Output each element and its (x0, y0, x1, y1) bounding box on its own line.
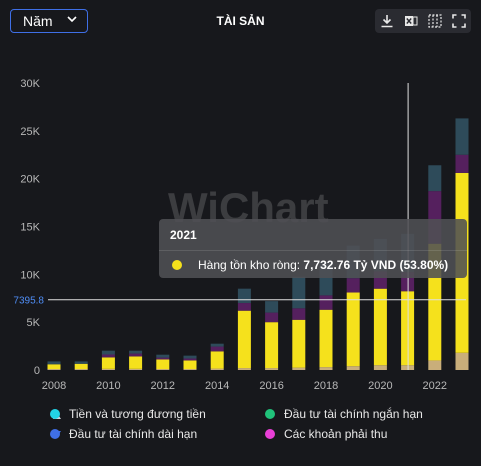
fullscreen-icon[interactable] (451, 13, 467, 29)
bar-segment[interactable] (428, 165, 442, 192)
bar-segment[interactable] (74, 369, 88, 370)
bar-segment[interactable] (319, 295, 333, 310)
bar-segment[interactable] (373, 365, 387, 370)
tooltip-year: 2021 (170, 228, 197, 242)
crosshair-y-value: 7395.8 (13, 296, 44, 307)
chevron-down-icon (67, 16, 77, 23)
bar-segment[interactable] (183, 355, 197, 359)
bar-segment[interactable] (129, 350, 143, 354)
tooltip-series-label: Hàng tồn kho ròng: (198, 258, 301, 272)
bar-segment[interactable] (210, 343, 224, 347)
y-tick-label: 10K (20, 269, 40, 281)
bar-segment[interactable] (455, 154, 469, 173)
y-tick-label: 20K (20, 174, 40, 186)
legend-item-long-term-investments[interactable]: Đầu tư tài chính dài hạn (50, 427, 197, 441)
y-tick-label: 5K (27, 317, 41, 329)
bar-segment[interactable] (210, 346, 224, 352)
y-tick-label: 25K (20, 126, 40, 138)
x-tick-label: 2008 (42, 380, 66, 392)
x-tick-label: 2018 (314, 380, 338, 392)
x-tick-label: 2022 (423, 380, 447, 392)
bar-segment[interactable] (237, 288, 251, 304)
y-tick-label: 0 (34, 365, 40, 377)
bar-segment[interactable] (183, 358, 197, 361)
tooltip-series-value: 7,732.76 Tỷ VND (53.80%) (303, 258, 449, 272)
bar-segment[interactable] (101, 357, 115, 369)
chart-type-icon[interactable] (427, 13, 443, 29)
bar-segment[interactable] (292, 367, 306, 370)
bar-segment[interactable] (129, 353, 143, 357)
bar-segment[interactable] (156, 357, 170, 360)
bar-segment[interactable] (292, 319, 306, 368)
bar-segment[interactable] (101, 368, 115, 370)
bar-segment[interactable] (319, 367, 333, 370)
legend-item-receivables[interactable]: Các khoản phải thu (265, 427, 387, 441)
bar-segment[interactable] (428, 360, 442, 370)
bar-segment[interactable] (47, 369, 61, 370)
bar-segment[interactable] (183, 360, 197, 370)
bar-segment[interactable] (292, 276, 306, 309)
bar-segment[interactable] (74, 363, 88, 370)
chart-toolbar (375, 9, 471, 33)
excel-icon[interactable] (403, 13, 419, 29)
bar-segment[interactable] (237, 368, 251, 370)
download-icon[interactable] (379, 13, 395, 29)
bar-segment[interactable] (183, 369, 197, 370)
y-tick-label: 30K (20, 78, 40, 90)
legend-item-cash[interactable]: Tiền và tương đương tiền (50, 407, 206, 421)
bar-segment[interactable] (265, 312, 279, 323)
bar-segment[interactable] (101, 350, 115, 355)
bar-segment[interactable] (210, 351, 224, 369)
bar-segment[interactable] (455, 118, 469, 155)
bar-segment[interactable] (265, 301, 279, 313)
bar-segment[interactable] (210, 368, 224, 370)
tooltip-row: Hàng tồn kho ròng: 7,732.76 Tỷ VND (53.8… (198, 258, 448, 272)
bar-segment[interactable] (346, 366, 360, 370)
bar-segment[interactable] (265, 368, 279, 370)
legend-label: Đầu tư tài chính ngắn hạn (284, 407, 423, 421)
chart-title: TÀI SẢN (216, 14, 265, 28)
bar-segment[interactable] (237, 303, 251, 311)
x-tick-label: 2020 (368, 380, 392, 392)
legend-label: Các khoản phải thu (284, 427, 388, 441)
bar-segment[interactable] (346, 278, 360, 293)
legend-swatch (265, 429, 275, 439)
bar-segment[interactable] (47, 361, 61, 365)
bar-segment[interactable] (373, 288, 387, 366)
legend-swatch (265, 409, 275, 419)
bar-segment[interactable] (101, 354, 115, 358)
bar-segment[interactable] (265, 322, 279, 369)
bar-segment[interactable] (346, 292, 360, 367)
bar-segment[interactable] (237, 310, 251, 369)
bar-segment[interactable] (319, 309, 333, 368)
tooltip-divider (159, 250, 467, 251)
bar-segment[interactable] (129, 368, 143, 370)
y-tick-label: 15K (20, 222, 40, 234)
bar-segment[interactable] (74, 361, 88, 364)
period-dropdown[interactable]: Năm (10, 9, 88, 33)
legend-label: Tiền và tương đương tiền (69, 407, 206, 421)
x-tick-label: 2016 (259, 380, 283, 392)
legend-item-short-term-investments[interactable]: Đầu tư tài chính ngắn hạn (265, 407, 423, 421)
x-tick-label: 2014 (205, 380, 229, 392)
tooltip-series-dot (172, 260, 182, 270)
bar-segment[interactable] (156, 354, 170, 358)
bar-segment[interactable] (455, 352, 469, 370)
bar-segment[interactable] (156, 359, 170, 370)
legend-swatch (50, 409, 60, 419)
x-tick-label: 2012 (151, 380, 175, 392)
bar-segment[interactable] (292, 308, 306, 320)
bar-segment[interactable] (47, 364, 61, 370)
tooltip: 2021 Hàng tồn kho ròng: 7,732.76 Tỷ VND … (159, 219, 467, 278)
x-tick-label: 2010 (96, 380, 120, 392)
bar-segment[interactable] (129, 356, 143, 369)
legend-swatch (50, 429, 60, 439)
bar-segment[interactable] (156, 369, 170, 370)
legend-label: Đầu tư tài chính dài hạn (69, 427, 198, 441)
period-dropdown-label: Năm (23, 13, 53, 29)
